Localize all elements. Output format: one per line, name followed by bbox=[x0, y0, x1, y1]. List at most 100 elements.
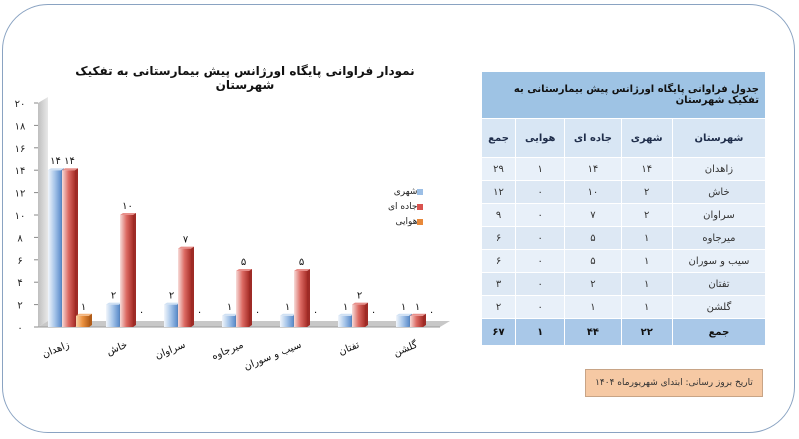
y-tick-label: ۴ bbox=[17, 278, 22, 289]
data-label-road: ۵ bbox=[241, 257, 246, 268]
total-road: ۴۴ bbox=[564, 318, 622, 346]
table-cell: ۰ bbox=[515, 295, 566, 319]
header-air: هوایی bbox=[515, 118, 566, 158]
table-cell: ۳ bbox=[480, 272, 517, 296]
table-cell: میرجاوه bbox=[671, 226, 767, 250]
chart-legend: شهری جاده ای هوایی bbox=[388, 184, 429, 229]
table-cell: ۱۴ bbox=[620, 157, 673, 181]
bar-top-road bbox=[178, 246, 194, 249]
bar-side-air bbox=[89, 313, 92, 327]
bar-urban bbox=[106, 304, 119, 327]
category-label: سیب و سوران bbox=[243, 340, 304, 373]
table-cell: ۱۲ bbox=[480, 180, 517, 204]
data-label-road: ۵ bbox=[299, 257, 304, 268]
table-cell: ۵ bbox=[564, 249, 622, 273]
bar-top-road bbox=[352, 302, 368, 305]
data-label-air: ۰ bbox=[313, 307, 318, 318]
table-total-row: جمع ۲۲ ۴۴ ۱ ۶۷ bbox=[480, 318, 767, 346]
bar-top-urban bbox=[222, 313, 238, 316]
total-urban: ۲۲ bbox=[620, 318, 673, 346]
table-row: گلشن ۱ ۱ ۰ ۲ bbox=[480, 295, 767, 319]
data-label-air: ۰ bbox=[255, 307, 260, 318]
table-row: تفتان ۱ ۲ ۰ ۳ bbox=[480, 272, 767, 296]
frequency-table: جدول فراوانی پایگاه اورژانس پیش بیمارستا… bbox=[480, 71, 767, 346]
table-cell: ۱۰ bbox=[564, 180, 622, 204]
chart-side-wall bbox=[38, 97, 48, 327]
legend-swatch-air bbox=[417, 218, 424, 225]
table-cell: تفتان bbox=[671, 272, 767, 296]
data-label-air: ۱ bbox=[81, 302, 86, 313]
y-tick-label: ۱۸ bbox=[15, 121, 26, 132]
table-caption: جدول فراوانی پایگاه اورژانس پیش بیمارستا… bbox=[481, 71, 766, 119]
table-cell: ۱ bbox=[620, 249, 673, 273]
header-county: شهرستان bbox=[671, 118, 767, 158]
bar-air bbox=[76, 315, 89, 327]
category-label: سراوان bbox=[154, 340, 187, 362]
bar-top-road bbox=[120, 213, 136, 215]
update-date-note: تاریخ بروز رسانی: ابتدای شهریورماه ۱۴۰۴ bbox=[585, 369, 763, 397]
legend-item-air: هوایی bbox=[388, 214, 429, 229]
table-cell: ۶ bbox=[480, 249, 517, 273]
category-label: گلشن bbox=[392, 339, 420, 359]
table-row: میرجاوه ۱ ۵ ۰ ۶ bbox=[480, 226, 767, 250]
bar-urban bbox=[396, 315, 409, 327]
bar-top-air bbox=[76, 313, 92, 316]
table-cell: ۰ bbox=[515, 272, 566, 296]
total-air: ۱ bbox=[515, 318, 566, 346]
table-cell: ۵ bbox=[564, 226, 622, 250]
bar-road bbox=[236, 271, 249, 327]
chart-labels: ۱۴ ۱۴۱زاهدان۲۱۰۰خاش۲۷۰سراوان۱۵۰میرجاوه۱۵۰… bbox=[41, 156, 434, 372]
data-label-urban: ۱۴ bbox=[50, 156, 61, 167]
table-cell: ۲ bbox=[620, 203, 673, 227]
bar-side-road bbox=[191, 246, 194, 327]
bar-side-road bbox=[365, 302, 368, 327]
bar-top-road bbox=[294, 269, 310, 271]
bar-road bbox=[62, 170, 75, 327]
table-row: زاهدان ۱۴ ۱۴ ۱ ۲۹ bbox=[480, 157, 767, 181]
table-cell: ۰ bbox=[515, 226, 566, 250]
table-body: زاهدان ۱۴ ۱۴ ۱ ۲۹ خاش ۲ ۱۰ ۰ ۱۲ سراوان ۲ ۷ ۰ ۹ میرجاوه ۱… bbox=[480, 157, 767, 319]
total-label: جمع bbox=[671, 318, 767, 346]
data-label-urban: ۱ bbox=[285, 302, 290, 313]
table-cell: سراوان bbox=[671, 203, 767, 227]
table-cell: ۲ bbox=[564, 272, 622, 296]
legend-item-urban: شهری bbox=[388, 184, 429, 199]
bar-urban bbox=[164, 304, 177, 327]
total-sum: ۶۷ bbox=[480, 318, 517, 346]
table-cell: ۱ bbox=[620, 295, 673, 319]
bar-top-road bbox=[410, 313, 426, 316]
table-row: سراوان ۲ ۷ ۰ ۹ bbox=[480, 203, 767, 227]
table-row: خاش ۲ ۱۰ ۰ ۱۲ bbox=[480, 180, 767, 204]
bar-top-urban bbox=[106, 302, 122, 305]
bar-top-urban bbox=[164, 302, 180, 305]
data-label-air: ۰ bbox=[139, 307, 144, 318]
data-label-urban: ۲ bbox=[169, 291, 174, 302]
table-cell: ۷ bbox=[564, 203, 622, 227]
table-cell: ۲۹ bbox=[480, 157, 517, 181]
table-cell: ۹ bbox=[480, 203, 517, 227]
y-tick-label: ۸ bbox=[17, 233, 23, 244]
y-tick-label: ۶ bbox=[17, 256, 22, 267]
table-cell: ۱۴ bbox=[564, 157, 622, 181]
header-total: جمع bbox=[480, 118, 517, 158]
bar-urban bbox=[338, 315, 351, 327]
table-cell: ۰ bbox=[515, 249, 566, 273]
legend-item-road: جاده ای bbox=[388, 199, 429, 214]
bar-road bbox=[120, 215, 133, 327]
category-label: میرجاوه bbox=[210, 340, 245, 363]
bar-top-urban bbox=[338, 313, 354, 316]
table-cell: ۰ bbox=[515, 180, 566, 204]
data-label-air: ۰ bbox=[197, 307, 202, 318]
bar-side-road bbox=[423, 313, 426, 327]
table-cell: ۲ bbox=[480, 295, 517, 319]
table-cell: سیب و سوران bbox=[671, 249, 767, 273]
data-label-urban: ۱ bbox=[401, 302, 406, 313]
table-cell: ۱ bbox=[620, 226, 673, 250]
table-row: سیب و سوران ۱ ۵ ۰ ۶ bbox=[480, 249, 767, 273]
y-tick-label: ۱۰ bbox=[15, 211, 26, 222]
table-cell: ۱ bbox=[620, 272, 673, 296]
legend-swatch-urban bbox=[417, 188, 424, 195]
legend-label-urban: شهری bbox=[393, 186, 418, 197]
y-tick-label: ۲ bbox=[17, 301, 22, 312]
